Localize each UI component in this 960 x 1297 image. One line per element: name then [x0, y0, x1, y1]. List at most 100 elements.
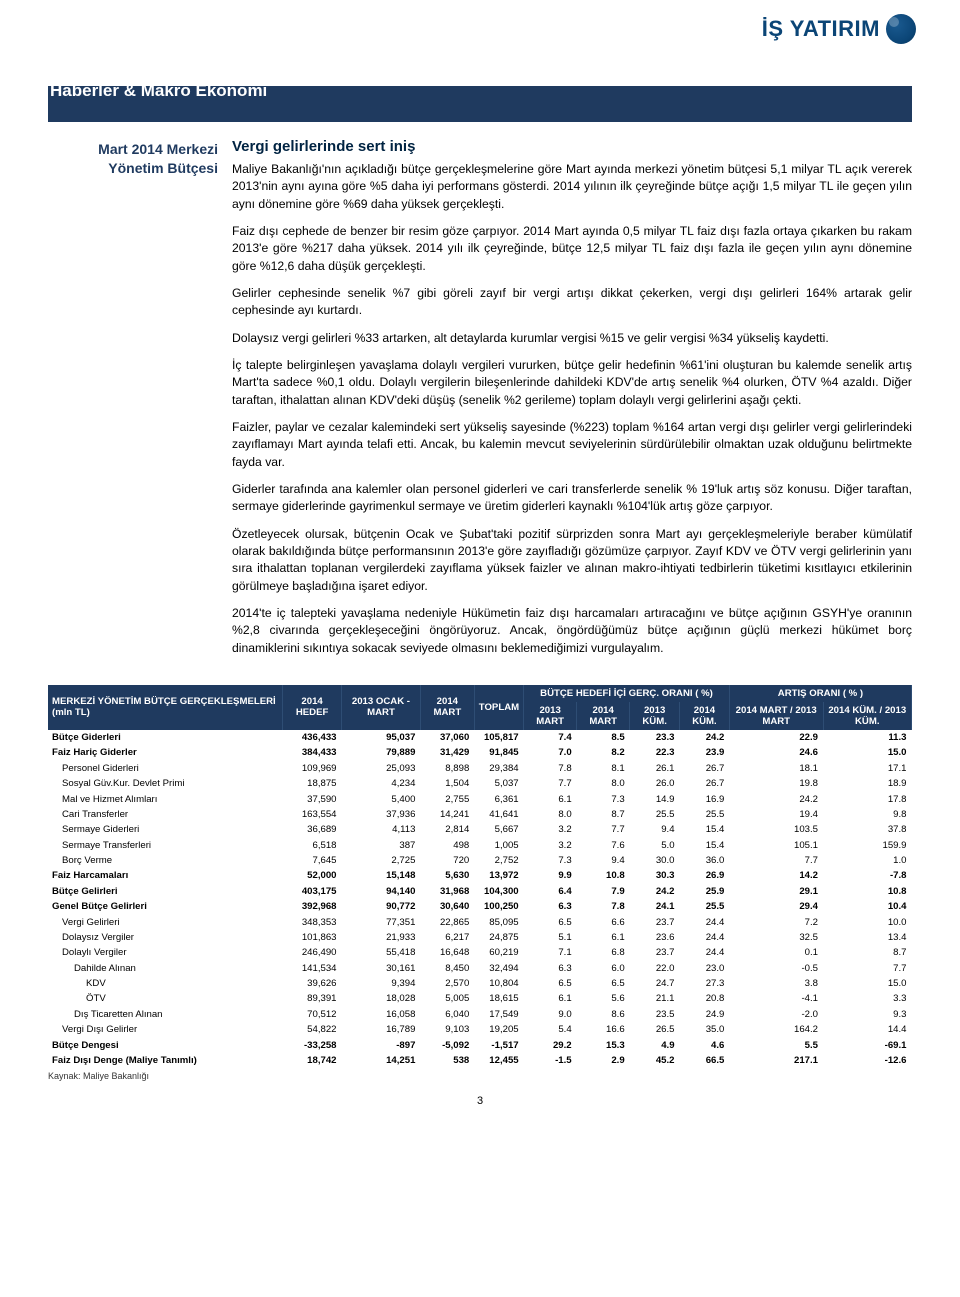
- cell: -12.6: [823, 1053, 911, 1068]
- cell: 6.0: [577, 961, 630, 976]
- row-label: Mal ve Hizmet Alımları: [48, 791, 283, 806]
- cell: 6,518: [283, 838, 342, 853]
- cell: 25.5: [630, 807, 680, 822]
- row-label: KDV: [48, 976, 283, 991]
- cell: 41,641: [474, 807, 523, 822]
- cell: 2.9: [577, 1053, 630, 1068]
- sidebar-line2: Yönetim Bütçesi: [48, 159, 218, 178]
- row-label: Dahilde Alınan: [48, 961, 283, 976]
- cell: 25.9: [680, 884, 730, 899]
- cell: 1.0: [823, 853, 911, 868]
- cell: 24.2: [729, 791, 823, 806]
- cell: -1.5: [524, 1053, 577, 1068]
- cell: -4.1: [729, 991, 823, 1006]
- article-paragraph: Maliye Bakanlığı'nın açıkladığı bütçe ge…: [232, 161, 912, 213]
- cell: 36,689: [283, 822, 342, 837]
- cell: 37,936: [342, 807, 421, 822]
- cell: 7.3: [577, 791, 630, 806]
- cell: 8.6: [577, 1007, 630, 1022]
- cell: 2,725: [342, 853, 421, 868]
- cell: 29.2: [524, 1037, 577, 1052]
- cell: 45.2: [630, 1053, 680, 1068]
- budget-table: MERKEZİ YÖNETİM BÜTÇE GERÇEKLEŞMELERİ (m…: [48, 685, 912, 1068]
- cell: 24,875: [474, 930, 523, 945]
- cell: 94,140: [342, 884, 421, 899]
- cell: 89,391: [283, 991, 342, 1006]
- cell: 60,219: [474, 945, 523, 960]
- cell: 15.3: [577, 1037, 630, 1052]
- article-paragraph: Dolaysız vergi gelirleri %33 artarken, a…: [232, 330, 912, 347]
- th-2014-toplam: TOPLAM: [474, 685, 523, 730]
- cell: 23.9: [680, 745, 730, 760]
- cell: 7.3: [524, 853, 577, 868]
- table-row: Dahilde Alınan141,53430,1618,45032,4946.…: [48, 961, 912, 976]
- th-mid-0: 2013 MART: [524, 702, 577, 730]
- cell: 26.0: [630, 776, 680, 791]
- cell: 9.4: [577, 853, 630, 868]
- row-label: Dış Ticaretten Alınan: [48, 1007, 283, 1022]
- cell: 3.8: [729, 976, 823, 991]
- sidebar-line1: Mart 2014 Merkezi: [48, 140, 218, 159]
- cell: 498: [420, 838, 474, 853]
- row-label: Personel Giderleri: [48, 761, 283, 776]
- cell: 6.1: [524, 791, 577, 806]
- cell: 23.7: [630, 945, 680, 960]
- row-label: Faiz Hariç Giderler: [48, 745, 283, 760]
- cell: 2,755: [420, 791, 474, 806]
- cell: 4,113: [342, 822, 421, 837]
- cell: 55,418: [342, 945, 421, 960]
- cell: 24.2: [680, 730, 730, 745]
- cell: 6.4: [524, 884, 577, 899]
- cell: 4.6: [680, 1037, 730, 1052]
- cell: 217.1: [729, 1053, 823, 1068]
- cell: 23.3: [630, 730, 680, 745]
- table-row: Bütçe Dengesi-33,258-897-5,092-1,51729.2…: [48, 1037, 912, 1052]
- cell: 5.5: [729, 1037, 823, 1052]
- table-row: Bütçe Giderleri436,43395,03737,060105,81…: [48, 730, 912, 745]
- cell: -69.1: [823, 1037, 911, 1052]
- article-paragraph: Faiz dışı cephede de benzer bir resim gö…: [232, 223, 912, 275]
- cell: -0.5: [729, 961, 823, 976]
- cell: 2,570: [420, 976, 474, 991]
- cell: 70,512: [283, 1007, 342, 1022]
- row-label: Sosyal Güv.Kur. Devlet Primi: [48, 776, 283, 791]
- cell: 32,494: [474, 961, 523, 976]
- cell: 7.7: [577, 822, 630, 837]
- cell: 18,875: [283, 776, 342, 791]
- cell: 7,645: [283, 853, 342, 868]
- cell: 26.5: [630, 1022, 680, 1037]
- cell: 8.7: [823, 945, 911, 960]
- table-row: Dolaysız Vergiler101,86321,9336,21724,87…: [48, 930, 912, 945]
- cell: 6.1: [524, 991, 577, 1006]
- cell: 24.4: [680, 945, 730, 960]
- cell: 0.1: [729, 945, 823, 960]
- cell: 4,234: [342, 776, 421, 791]
- cell: 31,968: [420, 884, 474, 899]
- cell: 5,400: [342, 791, 421, 806]
- cell: 16,789: [342, 1022, 421, 1037]
- cell: 2,814: [420, 822, 474, 837]
- cell: 14.4: [823, 1022, 911, 1037]
- cell: 403,175: [283, 884, 342, 899]
- cell: 10,804: [474, 976, 523, 991]
- th-mid-1: 2014 MART: [577, 702, 630, 730]
- cell: 19.8: [729, 776, 823, 791]
- cell: 17,549: [474, 1007, 523, 1022]
- row-label: Sermaye Giderleri: [48, 822, 283, 837]
- cell: 6.1: [577, 930, 630, 945]
- table-row: Bütçe Gelirleri403,17594,14031,968104,30…: [48, 884, 912, 899]
- cell: 3.2: [524, 838, 577, 853]
- cell: 39,626: [283, 976, 342, 991]
- cell: 7.8: [577, 899, 630, 914]
- table-row: Genel Bütçe Gelirleri392,96890,77230,640…: [48, 899, 912, 914]
- cell: 13,972: [474, 868, 523, 883]
- cell: 538: [420, 1053, 474, 1068]
- cell: 5.0: [630, 838, 680, 853]
- cell: 14.9: [630, 791, 680, 806]
- row-label: Faiz Harcamaları: [48, 868, 283, 883]
- table-row: Cari Transferler163,55437,93614,24141,64…: [48, 807, 912, 822]
- cell: 26.7: [680, 776, 730, 791]
- cell: 7.1: [524, 945, 577, 960]
- cell: 8,898: [420, 761, 474, 776]
- cell: 6.6: [577, 914, 630, 929]
